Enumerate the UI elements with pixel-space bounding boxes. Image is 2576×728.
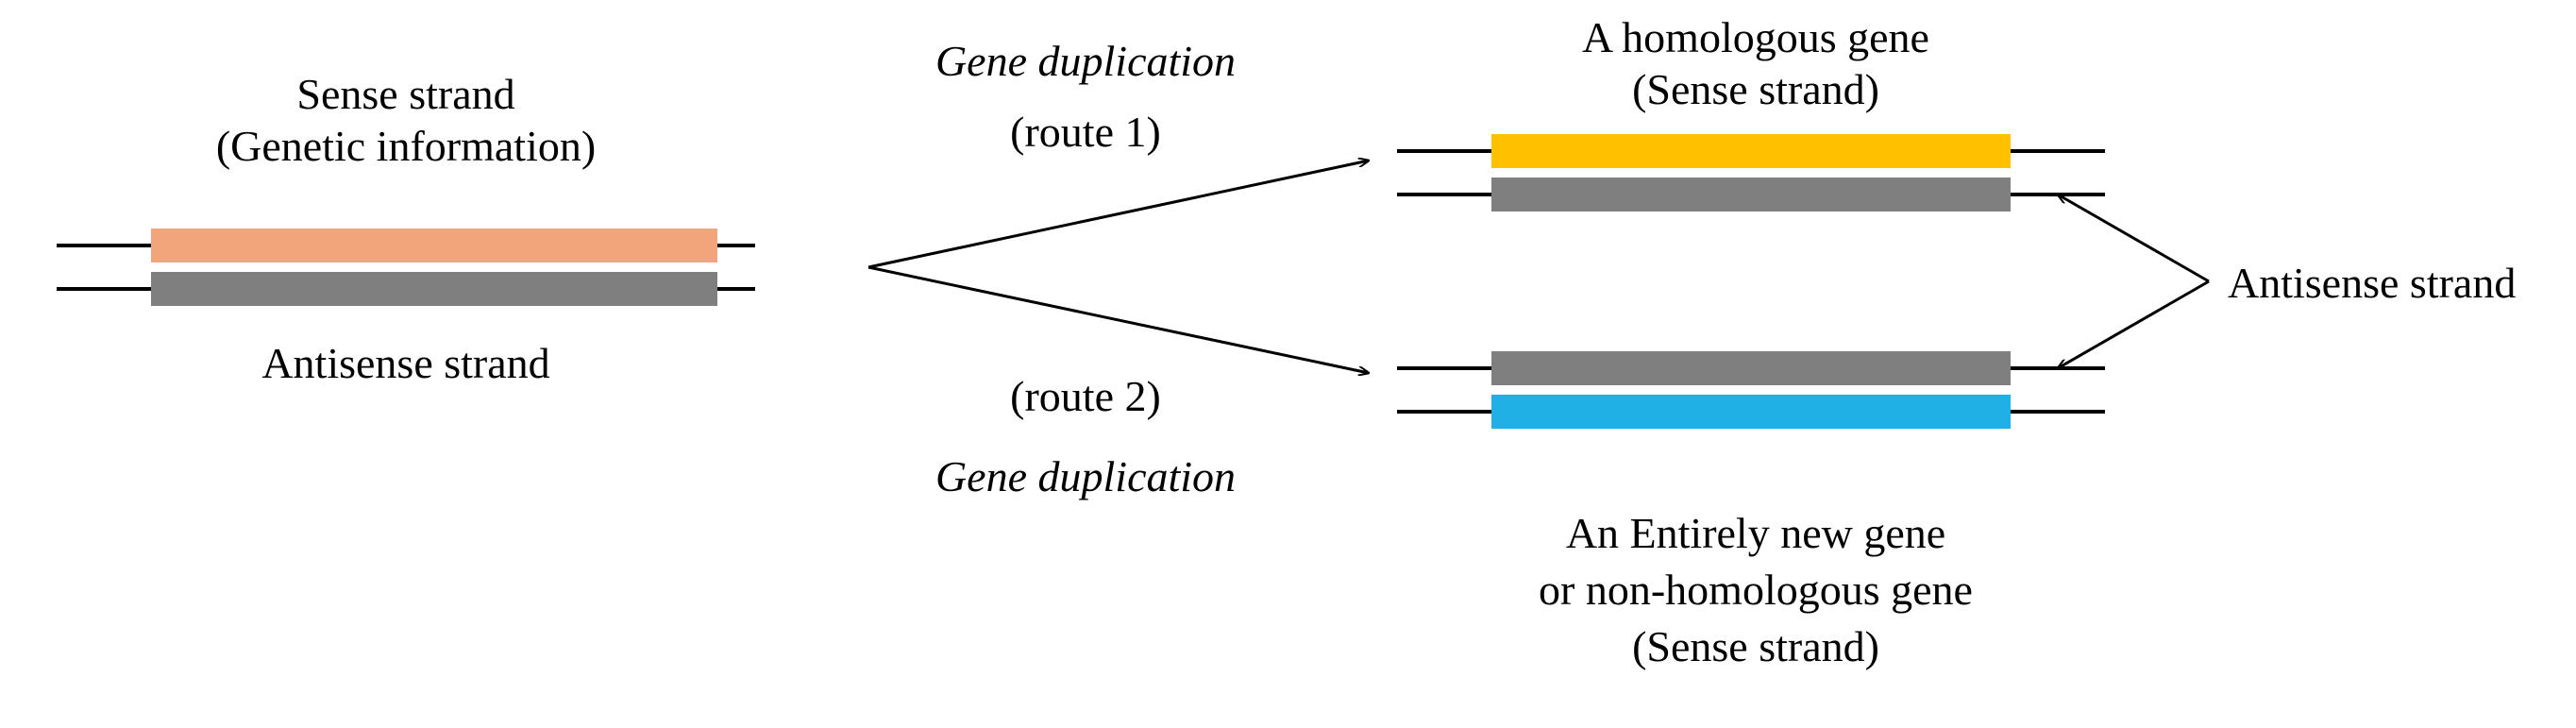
route1-label: (route 1)	[1010, 108, 1161, 156]
route2-label: (route 2)	[1010, 372, 1161, 420]
arrow-to-top-antisense	[2058, 195, 2209, 281]
homologous-label-line2: (Sense strand)	[1632, 65, 1879, 113]
antisense-left-label: Antisense strand	[261, 339, 549, 387]
antisense-right-label: Antisense strand	[2228, 259, 2516, 307]
gene-duplication-bottom-label: Gene duplication	[935, 452, 1236, 500]
homologous-sense-strand	[1491, 134, 2011, 168]
left-gene-block	[57, 229, 755, 306]
sense-strand-label-line1: Sense strand	[296, 70, 514, 118]
new-gene-sense-strand	[1491, 395, 2011, 429]
sense-strand-label-line2: (Genetic information)	[216, 122, 596, 170]
new-gene-label-line3: (Sense strand)	[1632, 622, 1879, 670]
top-right-gene-block	[1397, 134, 2105, 212]
gene-duplication-top-label: Gene duplication	[935, 37, 1236, 85]
gene-duplication-diagram: Sense strand (Genetic information) Antis…	[0, 0, 2576, 728]
new-gene-label-line2: or non-homologous gene	[1539, 566, 1973, 614]
arrow-route2	[868, 267, 1369, 373]
left-sense-strand	[151, 229, 717, 262]
br-antisense-strand	[1491, 351, 2011, 385]
arrow-to-bot-antisense	[2058, 281, 2209, 368]
new-gene-label-line1: An Entirely new gene	[1566, 509, 1945, 557]
arrow-route1	[868, 161, 1369, 267]
left-antisense-strand	[151, 272, 717, 306]
bottom-right-gene-block	[1397, 351, 2105, 429]
tr-antisense-strand	[1491, 178, 2011, 212]
homologous-label-line1: A homologous gene	[1582, 13, 1929, 61]
